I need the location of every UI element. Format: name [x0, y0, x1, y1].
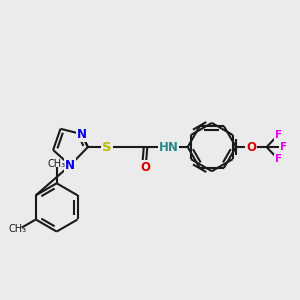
Text: F: F: [275, 154, 282, 164]
Text: N: N: [65, 159, 75, 172]
Text: F: F: [275, 130, 282, 140]
Text: O: O: [246, 141, 256, 154]
Text: CH₃: CH₃: [8, 224, 26, 234]
Text: HN: HN: [159, 141, 178, 154]
Text: N: N: [77, 128, 87, 141]
Text: O: O: [141, 161, 151, 174]
Text: F: F: [280, 142, 287, 152]
Text: CH₃: CH₃: [48, 158, 66, 169]
Text: S: S: [102, 141, 112, 154]
